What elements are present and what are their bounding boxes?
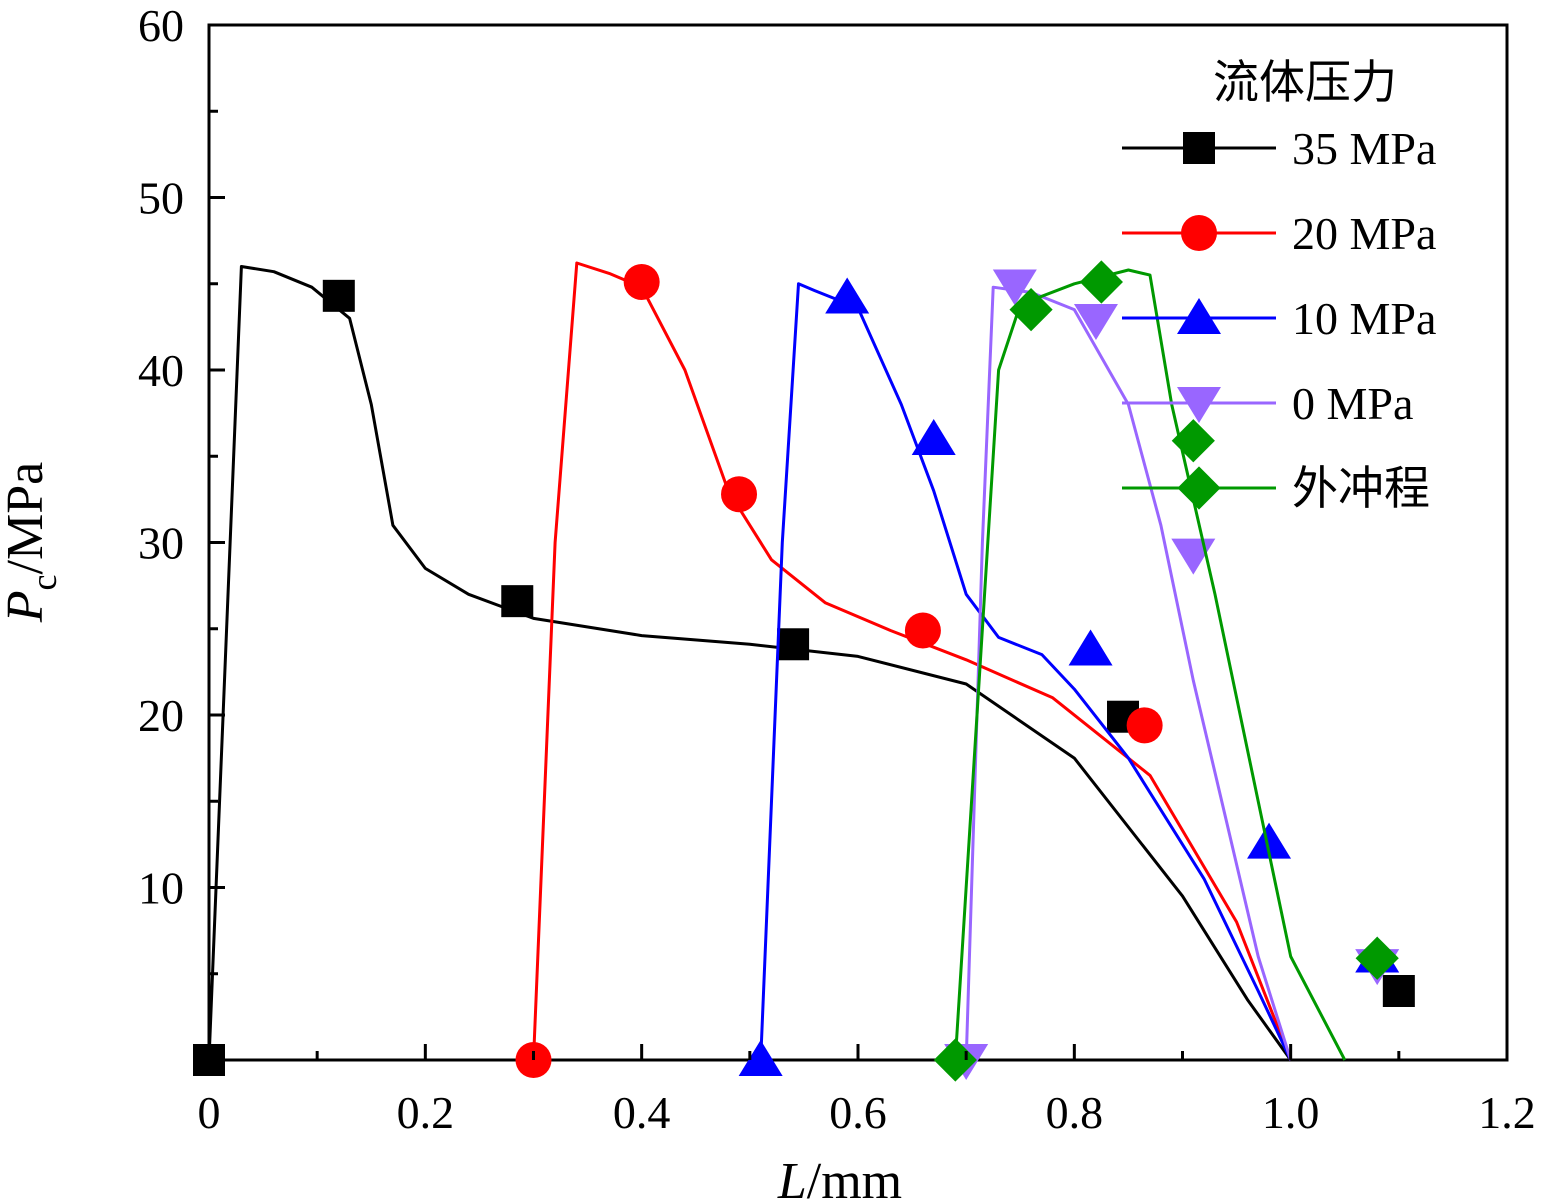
legend-marker bbox=[1183, 132, 1215, 164]
y-axis-title: Pc/MPa bbox=[0, 462, 64, 623]
x-tick-label: 0 bbox=[198, 1087, 221, 1138]
axes-layer: 0 0.2 0.4 0.6 0.8 1.0 1.2 10 20 30 40 50 60 bbox=[138, 0, 1536, 1138]
series-4 bbox=[933, 260, 1399, 1082]
data-point bbox=[1247, 822, 1292, 859]
x-tick-label: 1.0 bbox=[1262, 1087, 1320, 1138]
series-layer bbox=[193, 260, 1415, 1082]
series-line bbox=[532, 261, 1293, 1061]
legend-items: 35 MPa 20 MPa 10 MPa 0 MPa 外冲程 bbox=[1122, 123, 1436, 514]
x-tick-label: 1.2 bbox=[1478, 1087, 1536, 1138]
data-point bbox=[501, 585, 534, 618]
legend-marker bbox=[1177, 298, 1221, 334]
x-tick-label: 0.8 bbox=[1046, 1087, 1104, 1138]
data-point bbox=[721, 476, 758, 513]
x-axis-title-variable: L bbox=[777, 1153, 807, 1202]
y-tick-label: 50 bbox=[138, 173, 184, 224]
data-point bbox=[825, 277, 870, 314]
y-tick-label: 20 bbox=[138, 690, 184, 741]
legend-label: 35 MPa bbox=[1292, 123, 1436, 174]
legend-label: 10 MPa bbox=[1292, 293, 1436, 344]
x-tick-label: 0.2 bbox=[397, 1087, 455, 1138]
x-tick-label: 0.6 bbox=[829, 1087, 887, 1138]
data-point bbox=[1009, 288, 1053, 332]
x-tick-label: 0.4 bbox=[613, 1087, 671, 1138]
data-point bbox=[904, 612, 941, 649]
y-tick-label: 10 bbox=[138, 863, 184, 914]
data-point bbox=[1171, 419, 1215, 463]
legend: 流体压力 35 MPa 20 MPa 10 MPa 0 MPa 外冲程 bbox=[1122, 57, 1436, 514]
series-line bbox=[953, 268, 1347, 1061]
legend-title: 流体压力 bbox=[1213, 57, 1397, 108]
y-tick-label: 30 bbox=[138, 518, 184, 569]
series-line bbox=[759, 282, 1293, 1061]
x-axis-title-unit: /mm bbox=[807, 1153, 902, 1202]
legend-item: 0 MPa bbox=[1122, 378, 1413, 429]
legend-label: 20 MPa bbox=[1292, 208, 1436, 259]
legend-marker bbox=[1177, 387, 1221, 423]
data-point bbox=[1355, 936, 1399, 980]
data-point bbox=[1068, 629, 1113, 666]
data-point bbox=[1079, 260, 1123, 304]
data-point bbox=[1382, 975, 1415, 1007]
y-axis-title-unit: /MPa bbox=[0, 462, 54, 575]
y-tick-label: 40 bbox=[138, 345, 184, 396]
data-point bbox=[738, 1040, 783, 1076]
legend-item: 10 MPa bbox=[1122, 293, 1436, 344]
legend-item: 外冲程 bbox=[1122, 463, 1430, 514]
data-point bbox=[777, 628, 810, 661]
y-axis-title-subscript: c bbox=[24, 574, 64, 590]
x-axis-title: L/mm bbox=[777, 1153, 902, 1202]
y-tick-label: 60 bbox=[138, 0, 184, 51]
legend-marker bbox=[1177, 466, 1221, 510]
data-point bbox=[911, 419, 956, 455]
legend-label: 0 MPa bbox=[1292, 378, 1413, 429]
legend-label: 外冲程 bbox=[1292, 463, 1430, 514]
data-point bbox=[933, 1038, 977, 1082]
data-point bbox=[992, 269, 1037, 306]
legend-item: 35 MPa bbox=[1122, 123, 1436, 174]
series-line bbox=[207, 265, 1292, 1061]
data-point bbox=[322, 279, 355, 312]
data-point bbox=[1073, 303, 1118, 340]
series-0 bbox=[193, 265, 1415, 1076]
legend-item: 20 MPa bbox=[1122, 208, 1436, 259]
y-axis-title-variable: P bbox=[0, 590, 54, 623]
data-point bbox=[623, 264, 660, 301]
data-point bbox=[1126, 707, 1163, 744]
legend-marker bbox=[1181, 215, 1217, 251]
